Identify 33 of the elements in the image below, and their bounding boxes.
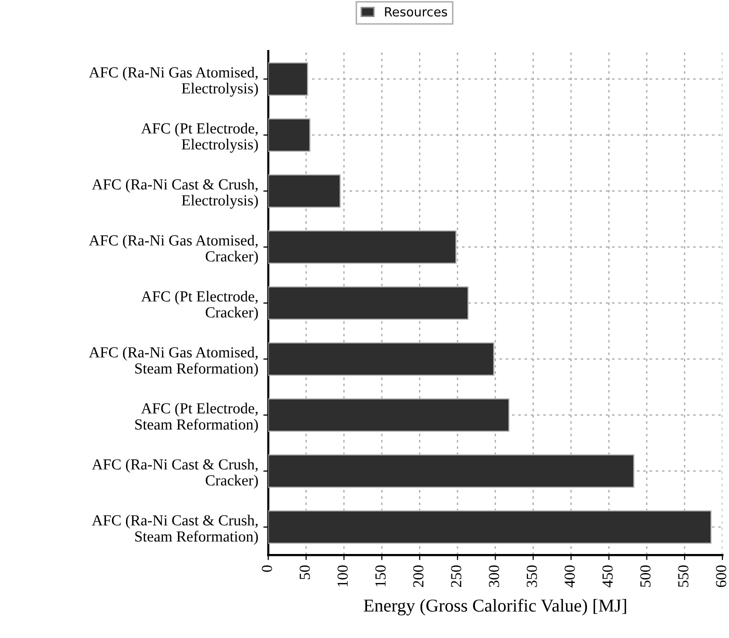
bar xyxy=(268,62,308,96)
bar xyxy=(268,230,457,264)
y-tick-label: AFC (Pt Electrode, Cracker) xyxy=(141,290,258,321)
x-tick-label: 600 xyxy=(716,565,726,588)
bar xyxy=(268,510,712,544)
x-tick-label: 500 xyxy=(640,565,651,587)
bar xyxy=(268,342,494,376)
x-tick-label: 350 xyxy=(526,565,538,587)
y-tick-label: AFC (Ra-Ni Cast & Crush, Cracker) xyxy=(92,458,258,489)
x-tick-label: 200 xyxy=(413,565,424,588)
legend-label: Resources xyxy=(385,7,448,17)
x-tick-label: 50 xyxy=(300,565,310,580)
bar xyxy=(268,398,510,432)
bar xyxy=(268,286,469,320)
bar xyxy=(268,118,310,152)
x-tick-label: 400 xyxy=(564,565,575,588)
y-tick-label: AFC (Ra-Ni Cast & Crush, Steam Reformation) xyxy=(92,514,258,545)
y-tick-label: AFC (Ra-Ni Gas Atomised, Electrolysis) xyxy=(88,66,258,97)
y-tick-label: AFC (Pt Electrode, Electrolysis) xyxy=(141,122,258,153)
x-tick-label: 250 xyxy=(451,565,462,588)
x-tick-label: 150 xyxy=(375,565,386,586)
bar xyxy=(268,454,634,488)
x-tick-label: 100 xyxy=(337,565,348,586)
x-axis-title: Energy (Gross Calorific Value) [MJ] xyxy=(364,598,626,616)
x-tick-label: 550 xyxy=(678,565,688,587)
y-tick-label: AFC (Ra-Ni Gas Atomised, Cracker) xyxy=(88,234,258,265)
y-tick-label: AFC (Ra-Ni Gas Atomised, Steam Reformation) xyxy=(88,346,258,377)
x-tick-label: 0 xyxy=(262,565,272,572)
x-tick-label: 300 xyxy=(488,565,500,587)
x-tick-label: 450 xyxy=(602,565,613,588)
bar xyxy=(268,174,341,208)
y-tick-label: AFC (Pt Electrode, Steam Reformation) xyxy=(135,402,258,433)
y-tick-label: AFC (Ra-Ni Cast & Crush, Electrolysis) xyxy=(92,178,258,209)
